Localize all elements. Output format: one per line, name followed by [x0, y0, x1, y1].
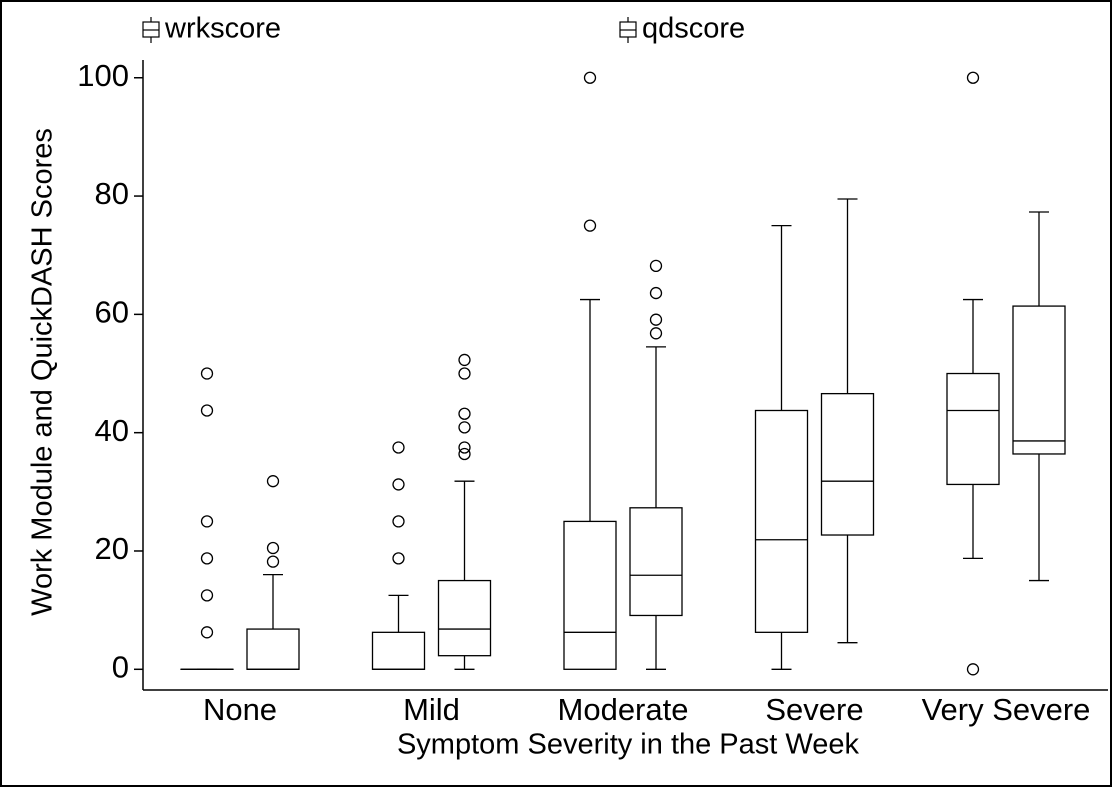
x-tick-label: None [203, 692, 277, 727]
outlier [966, 663, 980, 676]
outlier [649, 313, 663, 326]
outlier [266, 475, 280, 488]
outlier [392, 478, 405, 491]
outlier [392, 441, 405, 454]
outlier [649, 327, 663, 340]
box [820, 392, 875, 536]
y-tick-label: 0 [112, 649, 129, 684]
box [754, 409, 809, 633]
outlier [458, 367, 471, 380]
box [629, 507, 683, 617]
outlier [200, 367, 214, 380]
y-tick-label: 80 [95, 176, 129, 211]
outlier [200, 552, 214, 565]
x-tick-label: Moderate [558, 692, 689, 727]
outlier [200, 515, 214, 528]
outlier [583, 71, 597, 84]
outlier [266, 541, 280, 555]
outlier [458, 407, 471, 420]
outlier [649, 259, 663, 273]
y-tick-label: 60 [95, 295, 129, 330]
outlier [200, 589, 214, 602]
y-tick-label: 40 [95, 413, 129, 448]
y-tick-label: 20 [95, 531, 129, 566]
y-tick-label: 100 [77, 58, 129, 93]
outlier [458, 353, 471, 367]
outlier [458, 447, 471, 461]
box [1012, 305, 1066, 455]
box [246, 628, 300, 670]
outlier [200, 626, 214, 639]
outlier [649, 286, 663, 300]
outlier [392, 515, 405, 528]
outlier [392, 552, 405, 565]
outlier [458, 421, 471, 434]
outlier [966, 71, 980, 84]
x-tick-label: Very Severe [922, 692, 1091, 727]
outlier [266, 555, 280, 568]
outlier [200, 404, 214, 417]
outlier [583, 219, 597, 232]
box [371, 631, 426, 670]
legend-label: wrkscore [164, 13, 281, 45]
legend-label: qdscore [642, 13, 745, 45]
outlier [458, 441, 471, 454]
box [563, 520, 617, 670]
y-axis-title: Work Module and QuickDASH Scores [27, 128, 59, 616]
x-tick-label: Mild [403, 692, 460, 727]
box [946, 372, 1000, 486]
x-tick-label: Severe [765, 692, 863, 727]
box [437, 579, 492, 657]
x-axis-title: Symptom Severity in the Past Week [397, 729, 860, 761]
